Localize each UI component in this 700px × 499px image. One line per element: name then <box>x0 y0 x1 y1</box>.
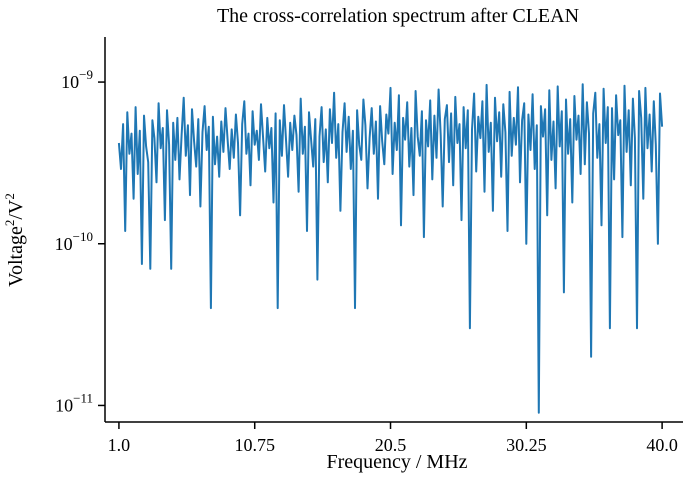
y-tick-base: 10 <box>55 395 73 415</box>
x-tick-label: 20.5 <box>375 435 407 455</box>
y-tick-label: 10−9 <box>61 67 93 92</box>
x-tick-label: 40.0 <box>646 435 678 455</box>
series-line-cross-correlation <box>117 83 664 414</box>
y-axis-label-exp: 2 <box>2 220 17 227</box>
axes <box>104 37 683 423</box>
x-tick-label: 1.0 <box>108 435 131 455</box>
y-axis-label-unit: /V <box>5 199 27 220</box>
y-tick-base: 10 <box>55 234 73 254</box>
y-tick-exponent: −9 <box>79 67 93 82</box>
x-tick-label: 30.25 <box>506 435 547 455</box>
x-ticks: 1.0 10.75 20.5 30.25 40.0 <box>108 422 678 455</box>
chart-title: The cross-correlation spectrum after CLE… <box>217 5 579 27</box>
y-axis-label-base: Voltage <box>5 226 27 287</box>
y-tick-exponent: −11 <box>73 390 93 405</box>
x-tick-label: 10.75 <box>234 435 275 455</box>
y-axis-label-unit-exp: 2 <box>2 193 17 200</box>
y-tick-base: 10 <box>61 72 79 92</box>
y-axis-label: Voltage2/V2 <box>2 193 27 287</box>
y-tick-label: 10−10 <box>55 229 93 254</box>
y-tick-exponent: −10 <box>73 229 93 244</box>
x-axis-label: Frequency / MHz <box>326 451 467 473</box>
y-tick-label: 10−11 <box>55 390 93 415</box>
